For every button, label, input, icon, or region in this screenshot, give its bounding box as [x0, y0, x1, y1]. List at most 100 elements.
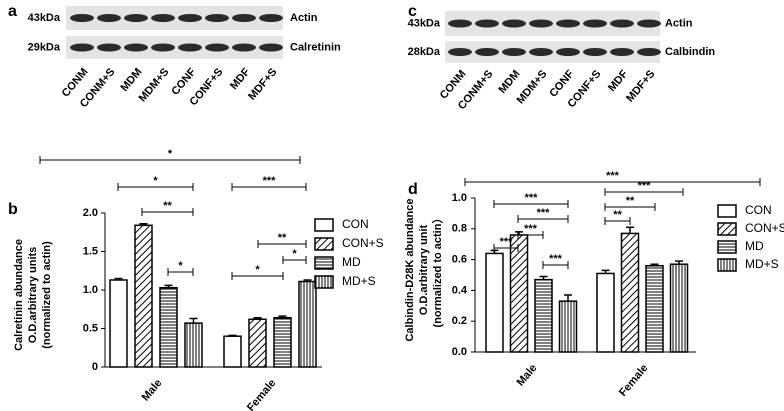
significance-bracket [517, 231, 544, 239]
y-tick-label: 0.5 [83, 322, 98, 334]
error-bar [228, 334, 237, 337]
blot-band [232, 43, 256, 52]
significance-label: *** [537, 207, 551, 219]
significance-label: *** [263, 175, 277, 187]
bar [534, 278, 553, 353]
significance-label: *** [638, 180, 652, 192]
legend-swatch [717, 222, 737, 236]
legend-swatch [314, 256, 334, 270]
bar [273, 316, 292, 368]
lane-label: MDM [118, 66, 144, 94]
legend-label: MD+S [745, 257, 779, 271]
bar [509, 234, 529, 353]
blot-band [232, 14, 256, 22]
legend-label: CON [745, 203, 772, 217]
error-bar [303, 279, 312, 282]
significance-label: *** [606, 170, 620, 182]
y-axis-label: O.D.arbitrary unit [418, 224, 430, 315]
significance-label: ** [163, 200, 172, 212]
y-axis-label: (normalized to actin) [41, 241, 53, 349]
blot-band [97, 14, 121, 22]
legend-swatch [717, 204, 737, 218]
bar [184, 322, 203, 368]
blot-band [178, 14, 202, 22]
significance-bracket [39, 156, 301, 164]
significance-bracket [282, 256, 307, 264]
bar [558, 300, 578, 353]
legend-swatch [314, 218, 334, 232]
bar [669, 263, 689, 353]
blot-band [556, 48, 580, 56]
lane-label: MDF [606, 68, 631, 94]
legend-label: MD [745, 239, 764, 253]
y-tick-label: 2.0 [83, 207, 98, 219]
kda-label: 43kDa [28, 12, 61, 24]
significance-bracket [517, 215, 569, 223]
y-axis-label: O.D.arbitrary units [27, 247, 39, 344]
significance-bracket [604, 188, 684, 196]
blot-band [583, 48, 607, 56]
significance-label: * [255, 264, 260, 276]
x-tick-label: Male [515, 362, 540, 388]
blot-band [259, 14, 283, 22]
error-bar [164, 284, 173, 288]
legend-label: CON+S [342, 236, 384, 250]
significance-label: *** [549, 253, 563, 265]
protein-label: Actin [665, 17, 693, 29]
significance-bracket [542, 261, 569, 269]
significance-label: *** [524, 223, 538, 235]
blot-band [124, 43, 148, 52]
y-tick-label: 1.0 [452, 192, 467, 204]
blot-band [610, 48, 634, 56]
panel-letter: b [8, 201, 18, 218]
significance-label: *** [525, 192, 539, 204]
significance-bracket [464, 178, 761, 186]
blot-band [529, 48, 553, 56]
y-axis-label: Calbindin-D28K abundance [404, 198, 416, 341]
blot-band [448, 48, 472, 56]
bar [298, 280, 317, 368]
significance-bracket [604, 217, 631, 225]
significance-bracket [141, 208, 194, 216]
lane-label: MDM [496, 68, 522, 96]
error-bar [253, 316, 262, 320]
blot-band [448, 19, 472, 28]
bar [159, 286, 178, 368]
legend-swatch [717, 258, 737, 272]
significance-label: * [178, 260, 183, 272]
kda-label: 43kDa [408, 17, 441, 29]
error-bar [650, 263, 659, 266]
legend-label: MD [342, 255, 361, 269]
error-bar [114, 277, 123, 280]
bar [596, 272, 615, 353]
y-tick-label: 0.6 [452, 254, 467, 266]
blot-band [151, 43, 175, 52]
y-tick-label: 1.5 [83, 245, 98, 257]
legend-label: MD+S [342, 274, 376, 288]
significance-label: * [292, 248, 297, 260]
x-tick-label: Female [617, 362, 651, 399]
kda-label: 28kDa [408, 46, 441, 58]
blot-band [178, 43, 202, 52]
error-bar [539, 275, 548, 280]
protein-label: Actin [290, 12, 318, 24]
bar [485, 252, 504, 353]
blot-band [259, 43, 283, 52]
kda-label: 29kDa [28, 41, 61, 53]
bar [134, 224, 153, 368]
bar [109, 279, 128, 368]
y-tick-label: 0.0 [452, 346, 467, 358]
blot-band [205, 14, 229, 22]
significance-label: *** [500, 236, 514, 248]
panel-letter: c [408, 3, 417, 20]
blot-band [610, 19, 634, 28]
significance-label: ** [613, 209, 622, 221]
lane-label: MDF+S [624, 68, 657, 105]
x-tick-label: Female [245, 377, 279, 411]
protein-label: Calretinin [290, 41, 341, 53]
lane-label: MDF+S [246, 66, 279, 103]
blot-band [529, 19, 553, 28]
legend-label: CON+S [745, 221, 784, 235]
